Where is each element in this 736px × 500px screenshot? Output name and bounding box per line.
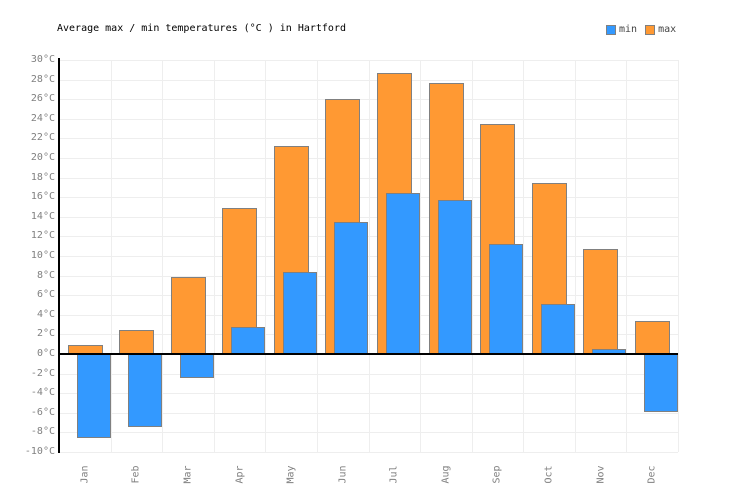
legend-max-label: max (658, 24, 677, 35)
bar-max-dec (635, 321, 670, 354)
y-axis-tick-label: 26°C (30, 93, 55, 104)
x-axis-label-dec: Dec (646, 465, 658, 484)
y-axis-line (58, 58, 60, 453)
bar-min-jun (334, 222, 368, 354)
h-gridline (59, 374, 678, 375)
bar-min-oct (541, 304, 575, 354)
y-axis-tick-label: -10°C (24, 446, 55, 457)
h-gridline (59, 217, 678, 218)
v-gridline (626, 60, 627, 452)
chart-title: Average max / min temperatures (°C ) in … (57, 23, 346, 34)
v-gridline (523, 60, 524, 452)
x-axis-label-jul: Jul (388, 465, 400, 484)
h-gridline (59, 80, 678, 81)
zero-axis-line (59, 353, 678, 355)
h-gridline (59, 276, 678, 277)
x-axis-label-may: May (285, 465, 297, 484)
bar-min-sep (489, 244, 523, 354)
y-axis-tick-label: 14°C (30, 211, 55, 222)
y-axis-tick-label: 2°C (36, 328, 55, 339)
v-gridline (369, 60, 370, 452)
y-axis-tick-label: -8°C (30, 426, 55, 437)
y-axis-tick-label: 28°C (30, 74, 55, 85)
legend-min-label: min (619, 24, 638, 35)
x-axis-label-jan: Jan (79, 465, 91, 484)
h-gridline (59, 60, 678, 61)
x-axis-label-nov: Nov (595, 465, 607, 484)
x-axis-label-mar: Mar (182, 465, 194, 484)
v-gridline (678, 60, 679, 452)
bar-min-may (283, 272, 317, 354)
y-axis-tick-label: 22°C (30, 132, 55, 143)
y-axis-tick-label: 16°C (30, 191, 55, 202)
h-gridline (59, 432, 678, 433)
bar-min-aug (438, 200, 472, 354)
y-axis-tick-label: 0°C (36, 348, 55, 359)
v-gridline (575, 60, 576, 452)
h-gridline (59, 315, 678, 316)
bar-max-nov (583, 249, 618, 354)
x-axis-label-aug: Aug (440, 465, 452, 484)
h-gridline (59, 295, 678, 296)
h-gridline (59, 334, 678, 335)
v-gridline (265, 60, 266, 452)
bar-min-mar (180, 354, 214, 378)
x-axis-label-feb: Feb (130, 465, 142, 484)
h-gridline (59, 99, 678, 100)
bar-min-dec (644, 354, 678, 412)
legend-max-swatch-icon (645, 25, 656, 35)
y-axis-tick-label: 4°C (36, 309, 55, 320)
y-axis-tick-label: 8°C (36, 270, 55, 281)
v-gridline (111, 60, 112, 452)
h-gridline (59, 158, 678, 159)
h-gridline (59, 236, 678, 237)
h-gridline (59, 452, 678, 453)
bar-max-feb (119, 330, 154, 354)
h-gridline (59, 119, 678, 120)
x-axis-label-jun: Jun (337, 465, 349, 484)
bar-min-apr (231, 327, 265, 354)
x-axis-label-apr: Apr (234, 465, 246, 484)
v-gridline (317, 60, 318, 452)
legend-min-swatch-icon (606, 25, 616, 35)
x-axis-label-oct: Oct (543, 465, 555, 484)
y-axis-tick-label: -2°C (30, 368, 55, 379)
bar-min-jan (77, 354, 111, 438)
h-gridline (59, 393, 678, 394)
v-gridline (472, 60, 473, 452)
bar-max-mar (171, 277, 206, 354)
y-axis-tick-label: 24°C (30, 113, 55, 124)
v-gridline (162, 60, 163, 452)
h-gridline (59, 197, 678, 198)
y-axis-tick-label: 12°C (30, 230, 55, 241)
y-axis-tick-label: 20°C (30, 152, 55, 163)
legend: min max (606, 24, 676, 36)
bar-min-feb (128, 354, 162, 427)
v-gridline (420, 60, 421, 452)
h-gridline (59, 138, 678, 139)
legend-item-max: max (645, 24, 676, 36)
y-axis-tick-label: -6°C (30, 407, 55, 418)
y-axis-tick-label: 10°C (30, 250, 55, 261)
y-axis-tick-label: 6°C (36, 289, 55, 300)
bar-min-jul (386, 193, 420, 354)
v-gridline (214, 60, 215, 452)
x-axis-label-sep: Sep (491, 465, 503, 484)
y-axis-tick-label: 30°C (30, 54, 55, 65)
h-gridline (59, 178, 678, 179)
h-gridline (59, 256, 678, 257)
h-gridline (59, 413, 678, 414)
y-axis-tick-label: -4°C (30, 387, 55, 398)
y-axis-tick-label: 18°C (30, 172, 55, 183)
legend-item-min: min (606, 24, 637, 36)
